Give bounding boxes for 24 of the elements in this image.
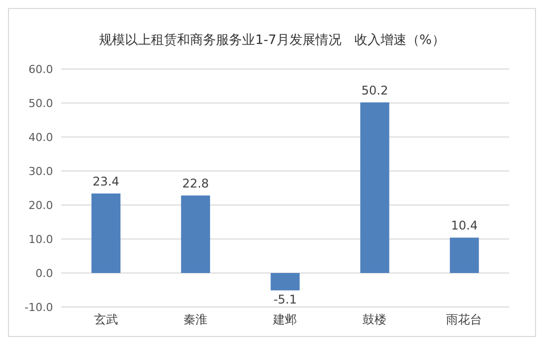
bar <box>181 195 210 273</box>
y-tick-label: 20.0 <box>28 198 53 212</box>
bar <box>360 102 390 273</box>
x-tick-label: 雨花台 <box>446 312 482 327</box>
y-tick-label: -10.0 <box>24 300 53 314</box>
data-label: 22.8 <box>182 176 209 190</box>
y-tick-label: 40.0 <box>28 130 53 144</box>
bar <box>450 238 479 273</box>
bar <box>91 193 120 273</box>
data-label: 23.4 <box>92 174 120 188</box>
y-tick-label: 30.0 <box>28 164 53 178</box>
x-tick-label: 建邺 <box>272 312 297 327</box>
x-tick-label: 鼓楼 <box>362 312 387 327</box>
y-tick-label: 60.0 <box>28 62 53 76</box>
x-tick-label: 秦淮 <box>183 312 208 327</box>
bar <box>270 273 300 290</box>
y-tick-label: 0.0 <box>36 266 53 280</box>
data-label: 10.4 <box>451 218 478 233</box>
data-label: -5.1 <box>273 292 297 306</box>
x-tick-label: 玄武 <box>94 312 118 327</box>
data-label: 50.2 <box>361 83 388 98</box>
y-tick-label: 50.0 <box>28 96 53 110</box>
y-tick-label: 10.0 <box>28 232 53 246</box>
chart-title: 规模以上租赁和商务服务业1-7月发展情况 收入增速（%） <box>98 32 446 50</box>
